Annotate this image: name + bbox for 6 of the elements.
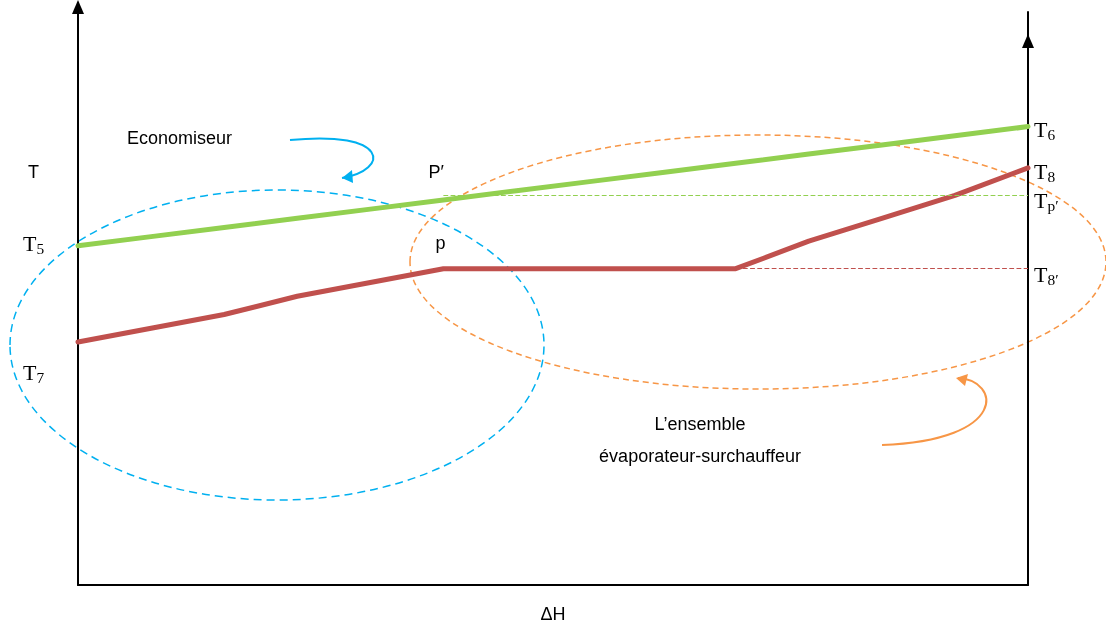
annotation: P′ bbox=[428, 161, 445, 182]
annotation: Economiseur bbox=[127, 128, 233, 148]
x-axis-title: ΔH bbox=[540, 604, 566, 624]
annotation: p bbox=[435, 232, 446, 253]
y-axis-title: T bbox=[28, 162, 39, 182]
annotation: L’ensemble évaporateur-surchauffeur bbox=[599, 414, 801, 466]
